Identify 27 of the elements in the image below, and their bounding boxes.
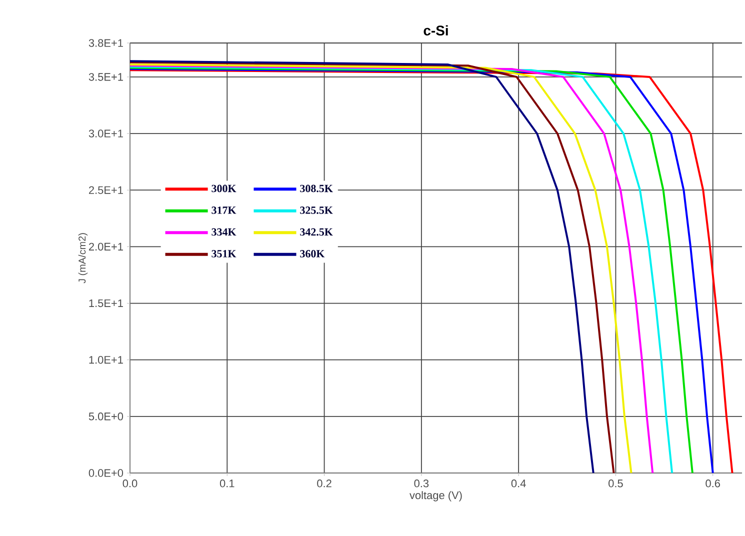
legend-label: 334K	[212, 228, 236, 236]
x-axis-title: voltage (V)	[410, 491, 462, 502]
chart-title: c-Si	[424, 25, 448, 36]
legend-label: 351K	[212, 250, 236, 258]
y-tick-label: 3.5E+1	[88, 73, 123, 81]
y-tick-label: 3.0E+1	[88, 130, 123, 138]
x-tick-label: 0.5	[608, 480, 623, 488]
y-tick-label: 1.5E+1	[89, 299, 123, 308]
x-tick-label: 0.0	[122, 480, 138, 488]
x-tick-label: 0.6	[706, 480, 720, 488]
y-tick-label: 0.0E+0	[88, 469, 124, 477]
y-tick-label: 5.0E+0	[88, 412, 124, 420]
y-tick-label: 1.0E+1	[89, 356, 123, 364]
x-tick-label: 0.3	[414, 480, 429, 488]
x-tick-label: 0.2	[317, 480, 332, 488]
legend-label: 342.5K	[300, 228, 333, 236]
legend-label: 360K	[300, 250, 325, 258]
legend-label: 300K	[212, 184, 236, 192]
legend-label: 308.5K	[300, 184, 333, 192]
y-axis-title: J (mA/cm2)	[78, 233, 88, 284]
y-tick-label: 2.5E+1	[88, 186, 123, 194]
y-tick-label: 3.8E+1	[88, 39, 123, 47]
y-tick-label: 2.0E+1	[88, 242, 123, 251]
legend-label: 325.5K	[300, 206, 333, 214]
x-tick-label: 0.4	[511, 480, 526, 488]
legend-label: 317K	[212, 206, 236, 214]
x-tick-label: 0.1	[220, 480, 234, 488]
